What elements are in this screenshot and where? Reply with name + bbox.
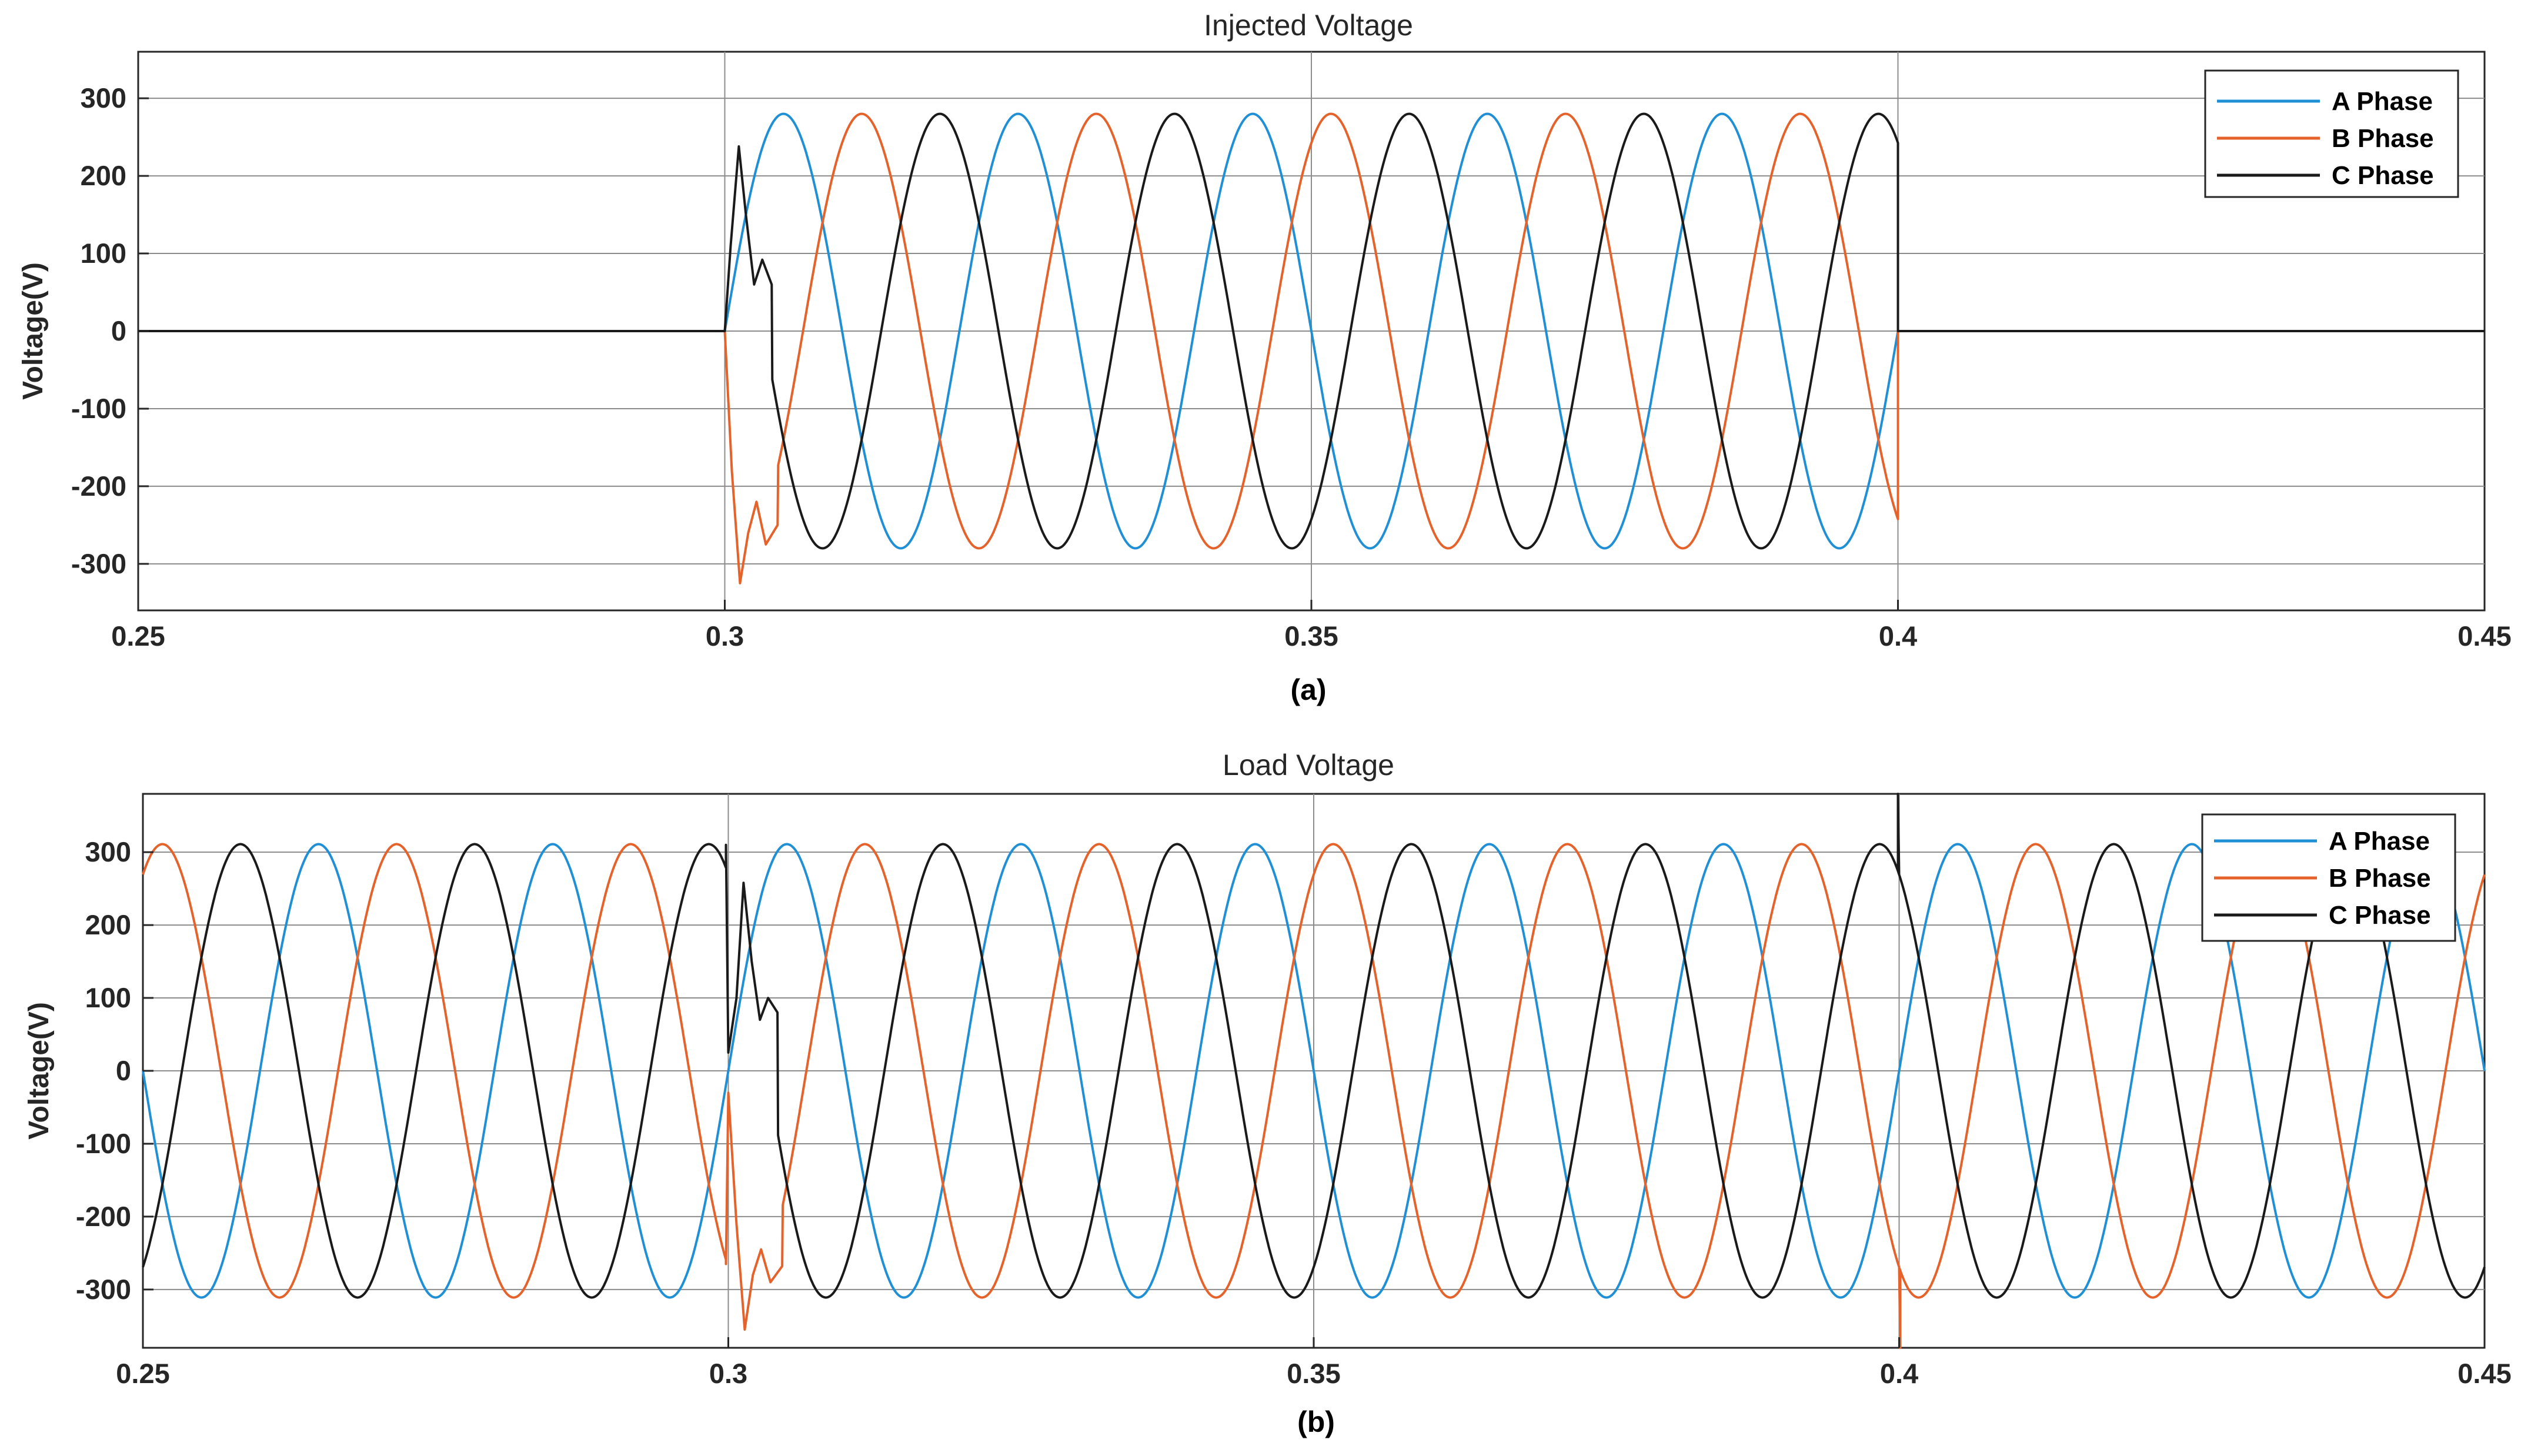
legend-label-c-phase: C Phase: [2329, 901, 2431, 930]
injected-voltage-panel: Injected Voltage 0.25 0.3 0.35 0.4 0.45 300 20…: [18, 9, 2512, 706]
axis-ticks: 0.25 0.3 0.35 0.4 0.45 300 200 100 0 -100 -200 -300: [71, 82, 2512, 652]
chart-title: Load Voltage: [1223, 749, 1394, 782]
series-lines: [142, 793, 2486, 1349]
legend-label-a-phase: A Phase: [2329, 827, 2430, 856]
subplot-label: (b): [1297, 1405, 1335, 1438]
series-line-c-phase: [138, 112, 2485, 550]
chart-title: Injected Voltage: [1204, 9, 1413, 42]
subplot-label: (a): [1290, 673, 1326, 706]
y-tick-label: 300: [81, 82, 126, 113]
series-line-c-phase: [142, 793, 2486, 1299]
y-tick-label: -300: [71, 548, 126, 579]
x-tick-label: 0.3: [709, 1358, 747, 1389]
x-tick-label: 0.45: [2457, 1358, 2511, 1389]
legend-label-c-phase: C Phase: [2332, 161, 2434, 190]
x-tick-label: 0.45: [2457, 620, 2511, 652]
y-tick-label: 0: [116, 1055, 131, 1086]
axis-ticks: 0.25 0.3 0.35 0.4 0.45 300 200 100 0 -100 -200 -300: [76, 836, 2512, 1389]
x-tick-label: 0.4: [1880, 1358, 1918, 1389]
x-tick-label: 0.25: [116, 1358, 169, 1389]
y-tick-label: -300: [76, 1274, 131, 1305]
y-tick-label: 200: [85, 909, 131, 940]
series-line-a-phase: [142, 843, 2486, 1299]
y-tick-label: -100: [71, 393, 126, 424]
y-tick-label: 200: [81, 160, 126, 191]
load-voltage-panel: Load Voltage 0.25 0.3 0.35 0.4 0.45 300 200 100…: [24, 749, 2512, 1438]
y-tick-label: 0: [111, 315, 126, 346]
legend-label-b-phase: B Phase: [2329, 864, 2431, 893]
y-tick-label: 100: [85, 982, 131, 1013]
x-tick-label: 0.3: [706, 620, 744, 652]
y-axis-label: Voltage(V): [24, 1002, 55, 1140]
series-lines: [138, 112, 2485, 585]
legend-label-a-phase: A Phase: [2332, 87, 2433, 116]
series-line-b-phase: [142, 843, 2486, 1349]
x-tick-label: 0.35: [1284, 620, 1338, 652]
y-tick-label: 100: [81, 238, 126, 269]
y-tick-label: -100: [76, 1128, 131, 1159]
chart-legend: A Phase B Phase C Phase: [2201, 813, 2456, 942]
y-tick-label: 300: [85, 836, 131, 867]
legend-label-b-phase: B Phase: [2332, 124, 2434, 153]
x-tick-label: 0.4: [1879, 620, 1917, 652]
y-tick-label: -200: [71, 470, 126, 502]
y-tick-label: -200: [76, 1201, 131, 1232]
x-tick-label: 0.25: [111, 620, 165, 652]
chart-legend: A Phase B Phase C Phase: [2204, 69, 2459, 198]
x-tick-label: 0.35: [1287, 1358, 1340, 1389]
y-axis-label: Voltage(V): [18, 262, 49, 400]
